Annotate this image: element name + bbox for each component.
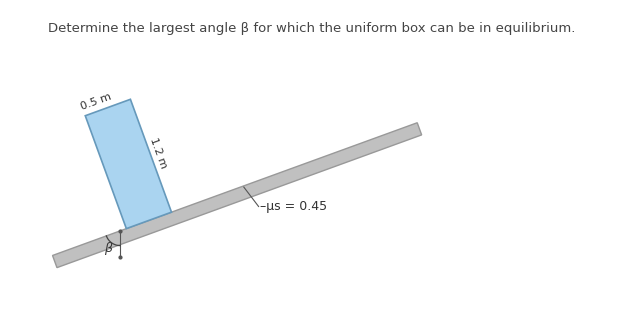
Text: Determine the largest angle β for which the uniform box can be in equilibrium.: Determine the largest angle β for which …	[47, 22, 575, 35]
Text: –μs = 0.45: –μs = 0.45	[260, 200, 328, 213]
Text: β: β	[103, 242, 112, 256]
Text: 0.5 m: 0.5 m	[80, 92, 113, 112]
Polygon shape	[52, 123, 422, 268]
Text: 1.2 m: 1.2 m	[148, 136, 168, 170]
Polygon shape	[85, 99, 171, 229]
